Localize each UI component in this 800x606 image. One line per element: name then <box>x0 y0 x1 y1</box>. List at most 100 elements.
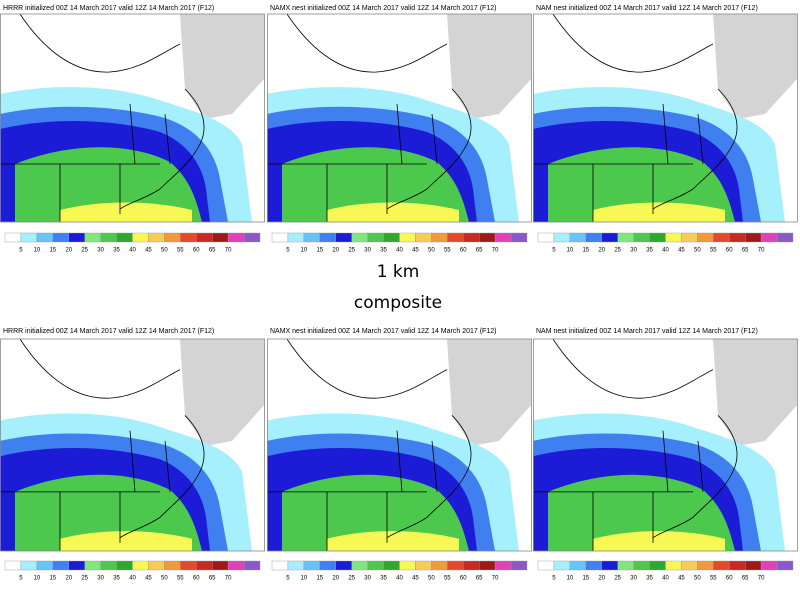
colorbar-label: 65 <box>476 248 483 254</box>
colorbar-swatch <box>553 560 571 571</box>
panel-title: NAMX nest initialized 00Z 14 March 2017 … <box>270 328 496 335</box>
colorbar-label: 60 <box>726 576 733 582</box>
colorbar-label: 45 <box>412 576 419 582</box>
colorbar-swatch <box>744 232 762 243</box>
colorbar-swatch <box>68 560 85 571</box>
colorbar-swatch <box>681 232 698 243</box>
colorbar-swatch <box>431 232 448 243</box>
colorbar-label: 45 <box>412 248 419 254</box>
colorbar-swatch <box>569 232 587 243</box>
colorbar-label: 35 <box>380 576 387 582</box>
colorbar-label: 70 <box>758 576 765 582</box>
panel-title: NAMX nest initialized 00Z 14 March 2017 … <box>270 5 496 12</box>
colorbar-swatch <box>271 560 289 571</box>
colorbar-label: 20 <box>332 248 339 254</box>
colorbar-label: 15 <box>316 576 323 582</box>
colorbar-label: 30 <box>97 248 104 254</box>
colorbar-swatch <box>351 232 368 243</box>
colorbar-label: 65 <box>742 248 749 254</box>
colorbar-swatch <box>601 232 618 243</box>
colorbar-label: 15 <box>582 576 589 582</box>
map <box>532 13 798 223</box>
colorbar-swatch <box>52 232 69 243</box>
colorbar-label: 60 <box>193 248 200 254</box>
colorbar-swatch <box>211 560 229 571</box>
map-image <box>532 13 798 223</box>
colorbar-label: 55 <box>710 248 717 254</box>
colorbar-label: 65 <box>476 576 483 582</box>
colorbar-swatch <box>463 560 480 571</box>
colorbar-swatch <box>180 560 197 571</box>
colorbar-swatch <box>633 560 650 571</box>
colorbar-swatch <box>415 560 432 571</box>
colorbar-label: 50 <box>161 576 168 582</box>
colorbar-swatch <box>319 560 336 571</box>
colorbar-label: 10 <box>567 248 574 254</box>
colorbar-swatch <box>227 232 245 243</box>
colorbar-label: 70 <box>492 576 499 582</box>
colorbar-label: 35 <box>113 248 120 254</box>
colorbar-label: 25 <box>81 576 88 582</box>
colorbar-label: 40 <box>129 576 136 582</box>
colorbar-swatch <box>617 560 634 571</box>
colorbar-label: 5 <box>286 248 290 254</box>
colorbar-swatch <box>84 232 101 243</box>
colorbar-label: 65 <box>209 576 216 582</box>
colorbar-swatch <box>729 560 746 571</box>
panel: NAMX nest initialized 00Z 14 March 2017 … <box>266 328 532 582</box>
colorbar-label: 25 <box>348 248 355 254</box>
colorbar-swatch <box>494 232 512 243</box>
colorbar-swatch <box>510 560 528 571</box>
colorbar-swatch <box>415 232 432 243</box>
colorbar-swatch <box>649 232 666 243</box>
colorbar-label: 35 <box>646 576 653 582</box>
colorbar-swatch <box>100 232 117 243</box>
colorbar-label: 70 <box>492 248 499 254</box>
colorbar-label: 10 <box>34 248 41 254</box>
colorbar-swatch <box>399 232 416 243</box>
colorbar-swatch <box>180 232 197 243</box>
colorbar-swatch <box>319 232 336 243</box>
colorbar-swatch <box>585 232 602 243</box>
colorbar-swatch <box>760 560 778 571</box>
colorbar-label: 15 <box>582 248 589 254</box>
colorbar-label: 15 <box>49 248 56 254</box>
colorbar-swatch <box>601 560 618 571</box>
colorbar-label: 40 <box>396 248 403 254</box>
map-image <box>266 13 532 223</box>
colorbar-swatch <box>351 560 368 571</box>
map-frame <box>0 13 265 223</box>
colorbar-swatch <box>20 560 38 571</box>
colorbar-label: 10 <box>567 576 574 582</box>
colorbar-label: 10 <box>34 576 41 582</box>
colorbar-swatch <box>303 232 321 243</box>
colorbar-swatch <box>399 560 416 571</box>
map <box>0 13 265 223</box>
colorbar-label: 60 <box>460 576 467 582</box>
panel-title: NAM nest initialized 00Z 14 March 2017 v… <box>536 5 758 12</box>
panel-title: HRRR initialized 00Z 14 March 2017 valid… <box>3 5 214 12</box>
colorbar-label: 70 <box>758 248 765 254</box>
colorbar-swatch <box>116 560 133 571</box>
colorbar-swatch <box>68 232 85 243</box>
colorbar-swatch <box>196 232 213 243</box>
colorbar-swatch <box>697 560 714 571</box>
colorbar-swatch <box>633 232 650 243</box>
colorbar-swatch <box>463 232 480 243</box>
colorbar-swatch <box>116 232 133 243</box>
colorbar-swatch <box>776 232 794 243</box>
colorbar-label: 30 <box>97 576 104 582</box>
colorbar-swatch <box>243 232 261 243</box>
colorbar-swatch <box>4 232 22 243</box>
colorbar-label: 55 <box>710 576 717 582</box>
colorbar-swatch <box>383 232 400 243</box>
colorbar-swatch <box>537 560 555 571</box>
colorbar-label: 45 <box>145 576 152 582</box>
colorbar-swatch <box>303 560 321 571</box>
colorbar-label: 5 <box>552 576 556 582</box>
colorbar-swatch <box>271 232 289 243</box>
colorbar-swatch <box>20 232 38 243</box>
map-image <box>0 338 265 552</box>
panel: HRRR initialized 00Z 14 March 2017 valid… <box>0 5 265 254</box>
